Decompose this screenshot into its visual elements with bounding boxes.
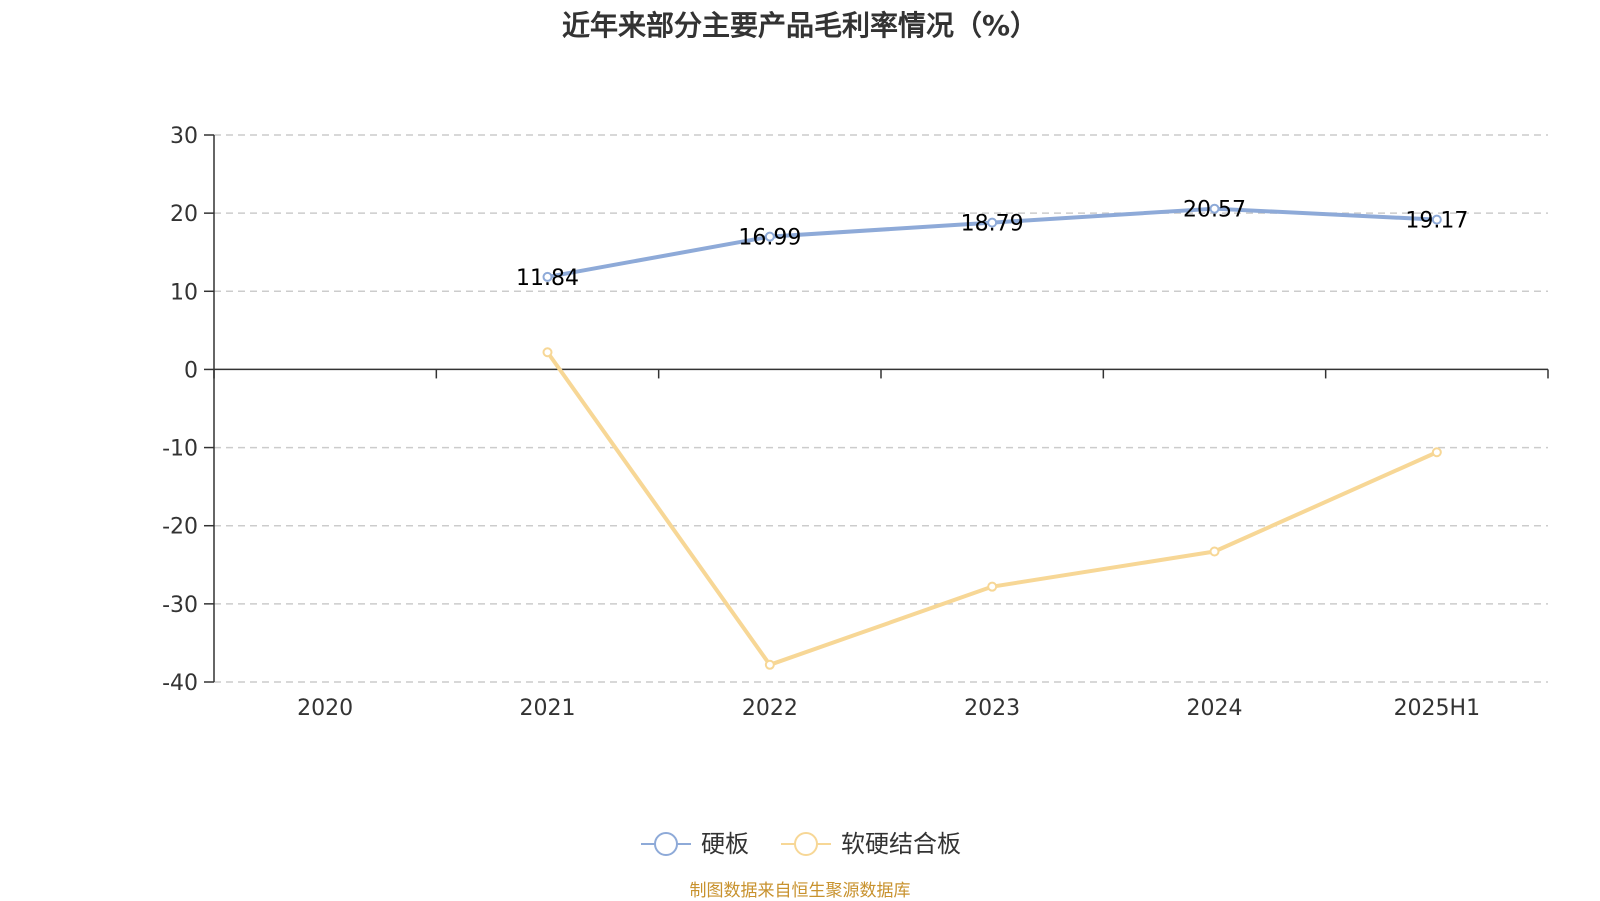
grid-layer xyxy=(214,134,1548,683)
source-note: 制图数据来自恒生聚源数据库 xyxy=(689,881,911,901)
label-layer: 11.84 16.99 18.79 20.57 19.17 xyxy=(516,198,1468,291)
series-line-1 xyxy=(545,351,1438,667)
y-tick-label: -30 xyxy=(162,593,198,618)
legend-label: 硬板 xyxy=(701,830,749,858)
y-tick-label: -20 xyxy=(162,515,198,540)
legend-marker xyxy=(654,832,678,856)
data-point xyxy=(987,217,998,228)
legend-label: 软硬结合板 xyxy=(841,830,961,858)
data-point xyxy=(1431,214,1442,225)
data-label: 19.17 xyxy=(1405,209,1468,234)
x-tick-label: 2023 xyxy=(964,696,1020,721)
data-point xyxy=(542,271,553,282)
y-tick-label: 20 xyxy=(170,202,198,227)
x-tick-label: 2024 xyxy=(1187,696,1243,721)
y-tick-label: 10 xyxy=(170,280,198,305)
data-point xyxy=(987,581,998,592)
data-point xyxy=(1209,203,1220,214)
series-layer xyxy=(542,203,1442,670)
legend-marker xyxy=(794,832,818,856)
y-tick-label: 30 xyxy=(170,124,198,149)
chart-title: 近年来部分主要产品毛利率情况（%） xyxy=(561,9,1039,42)
data-label: 20.57 xyxy=(1183,198,1246,223)
data-point xyxy=(764,231,775,242)
x-tick-label: 2021 xyxy=(520,696,576,721)
data-label: 11.84 xyxy=(516,266,579,291)
legend[interactable]: 硬板 软硬结合板 xyxy=(641,830,961,858)
data-point xyxy=(542,347,553,358)
data-point xyxy=(764,659,775,670)
legend-item-0[interactable]: 硬板 xyxy=(641,830,749,858)
legend-item-1[interactable]: 软硬结合板 xyxy=(781,830,961,858)
x-tick-label: 2022 xyxy=(742,696,798,721)
axis-layer: 30 20 10 0 -10 -20 -30 -40 2020 2021 2022 2023 2024 2… xyxy=(162,124,1549,721)
data-point xyxy=(1209,546,1220,557)
data-point xyxy=(1431,447,1442,458)
x-tick-label: 2020 xyxy=(297,696,353,721)
data-label: 16.99 xyxy=(738,226,801,251)
y-tick-label: -40 xyxy=(162,671,198,696)
data-label: 18.79 xyxy=(961,212,1024,237)
x-tick-label: 2025H1 xyxy=(1394,696,1481,721)
y-tick-label: -10 xyxy=(162,437,198,462)
y-tick-label: 0 xyxy=(184,358,198,383)
